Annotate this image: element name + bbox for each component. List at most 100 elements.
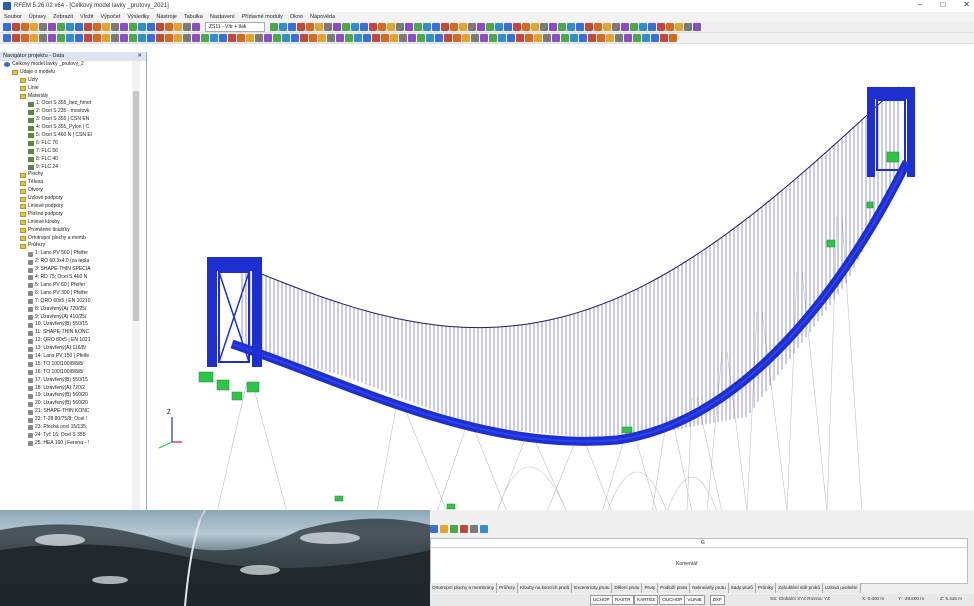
toolbar-tool-icon[interactable] bbox=[552, 34, 560, 42]
toolbar-tool-icon[interactable] bbox=[273, 34, 281, 42]
tree-item[interactable]: 8: Uzavřený(A) 720/25/ bbox=[0, 306, 146, 314]
toolbar-tool-icon[interactable] bbox=[48, 34, 56, 42]
toolbar-tool-icon[interactable] bbox=[426, 34, 434, 42]
toolbar-tool-icon[interactable] bbox=[603, 23, 611, 31]
toolbar-tool-icon[interactable] bbox=[570, 34, 578, 42]
toolbar-tool-icon[interactable] bbox=[423, 23, 431, 31]
toolbar-tool-icon[interactable] bbox=[219, 34, 227, 42]
toolbar-tool-icon[interactable] bbox=[576, 23, 584, 31]
menu-item-10[interactable]: Okno bbox=[289, 14, 304, 20]
toolbar-tool-icon[interactable] bbox=[480, 34, 488, 42]
load-case-combo[interactable]: ZS11 - Vítr + tlak bbox=[205, 22, 265, 32]
tree-item[interactable]: 9: Uzavřený(A) 410/25/ bbox=[0, 314, 146, 322]
toolbar-tool-icon[interactable] bbox=[558, 23, 566, 31]
menu-item-5[interactable]: Výsledky bbox=[127, 14, 150, 20]
toolbar-tool-icon[interactable] bbox=[237, 34, 245, 42]
toolbar-tool-icon[interactable] bbox=[66, 34, 74, 42]
menu-item-0[interactable]: Soubor bbox=[4, 14, 22, 20]
toolbar-tool-icon[interactable] bbox=[363, 34, 371, 42]
table-tab[interactable]: Sady prutů bbox=[728, 583, 756, 593]
tree-item[interactable]: 22: T-28 80/75/8; Ocel ! bbox=[0, 416, 146, 424]
toolbar-tool-icon[interactable] bbox=[30, 23, 38, 31]
toolbar-tool-icon[interactable] bbox=[666, 23, 674, 31]
toolbar-tool-icon[interactable] bbox=[588, 34, 596, 42]
toolbar-tool-icon[interactable] bbox=[318, 34, 326, 42]
toolbar-tool-icon[interactable] bbox=[522, 23, 530, 31]
status-toggle-rastr[interactable]: RASTR bbox=[612, 595, 634, 605]
toolbar-tool-icon[interactable] bbox=[498, 34, 506, 42]
toolbar-tool-icon[interactable] bbox=[648, 23, 656, 31]
toolbar-tool-icon[interactable] bbox=[504, 23, 512, 31]
toolbar-tool-icon[interactable] bbox=[516, 34, 524, 42]
toolbar-tool-icon[interactable] bbox=[129, 23, 137, 31]
toolbar-tool-icon[interactable] bbox=[525, 34, 533, 42]
toolbar-tool-icon[interactable] bbox=[315, 23, 323, 31]
toolbar-tool-icon[interactable] bbox=[621, 23, 629, 31]
tree-item[interactable]: 2: RO 60.3x4.0 (za tepla bbox=[0, 258, 146, 266]
toolbar-tool-icon[interactable] bbox=[147, 23, 155, 31]
toolbar-tool-icon[interactable] bbox=[615, 34, 623, 42]
toolbar-tool-icon[interactable] bbox=[84, 34, 92, 42]
toolbar-tool-icon[interactable] bbox=[39, 34, 47, 42]
toolbar-tool-icon[interactable] bbox=[417, 34, 425, 42]
toolbar-tool-icon[interactable] bbox=[459, 23, 467, 31]
tree-item[interactable]: 14: Lano PV 150 | Pfeife bbox=[0, 353, 146, 361]
toolbar-tool-icon[interactable] bbox=[228, 34, 236, 42]
toolbar-tool-icon[interactable] bbox=[693, 23, 701, 31]
toolbar-tool-icon[interactable] bbox=[102, 34, 110, 42]
toolbar-tool-icon[interactable] bbox=[594, 23, 602, 31]
table-tab[interactable]: Nelineárity prutu bbox=[690, 583, 729, 593]
toolbar-tool-icon[interactable] bbox=[39, 23, 47, 31]
toolbar-tool-icon[interactable] bbox=[531, 23, 539, 31]
menu-item-9[interactable]: Přídavné moduly bbox=[241, 14, 283, 20]
tree-item[interactable]: 3: Ocel S 355 | ČSN EN bbox=[0, 116, 146, 124]
table-tool-icon[interactable] bbox=[450, 525, 458, 533]
menu-item-2[interactable]: Zobrazit bbox=[53, 14, 74, 20]
tree-item[interactable]: Liniové podpory bbox=[0, 203, 146, 211]
menu-item-11[interactable]: Nápověda bbox=[310, 14, 336, 20]
toolbar-tool-icon[interactable] bbox=[270, 23, 278, 31]
toolbar-tool-icon[interactable] bbox=[336, 34, 344, 42]
toolbar-tool-icon[interactable] bbox=[111, 34, 119, 42]
table-tab[interactable]: Průniky bbox=[755, 583, 777, 593]
close-button[interactable]: ✕ bbox=[963, 0, 970, 9]
tree-item[interactable]: 16: TO 100/100/8/8/8/ bbox=[0, 369, 146, 377]
toolbar-tool-icon[interactable] bbox=[12, 23, 20, 31]
tree-item[interactable]: 5: Ocel S 460 N | ČSN El bbox=[0, 132, 146, 140]
toolbar-tool-icon[interactable] bbox=[324, 23, 332, 31]
tree-item[interactable]: Tělesa bbox=[0, 179, 146, 187]
toolbar-tool-icon[interactable] bbox=[606, 34, 614, 42]
toolbar-tool-icon[interactable] bbox=[495, 23, 503, 31]
toolbar-tool-icon[interactable] bbox=[360, 23, 368, 31]
toolbar-tool-icon[interactable] bbox=[165, 23, 173, 31]
toolbar-tool-icon[interactable] bbox=[282, 34, 290, 42]
toolbar-tool-icon[interactable] bbox=[507, 34, 515, 42]
toolbar-tool-icon[interactable] bbox=[57, 23, 65, 31]
toolbar-tool-icon[interactable] bbox=[351, 23, 359, 31]
toolbar-tool-icon[interactable] bbox=[657, 23, 665, 31]
toolbar-tool-icon[interactable] bbox=[3, 23, 11, 31]
toolbar-tool-icon[interactable] bbox=[210, 34, 218, 42]
toolbar-tool-icon[interactable] bbox=[138, 23, 146, 31]
toolbar-tool-icon[interactable] bbox=[396, 23, 404, 31]
toolbar-tool-icon[interactable] bbox=[408, 34, 416, 42]
toolbar-tool-icon[interactable] bbox=[48, 23, 56, 31]
toolbar-tool-icon[interactable] bbox=[597, 34, 605, 42]
tree-item[interactable]: 25: HEA 160 | Ferona - ! bbox=[0, 440, 146, 448]
toolbar-tool-icon[interactable] bbox=[75, 23, 83, 31]
toolbar-tool-icon[interactable] bbox=[333, 23, 341, 31]
tree-item[interactable]: Ortotropní plochy a memb bbox=[0, 235, 146, 243]
toolbar-tool-icon[interactable] bbox=[345, 34, 353, 42]
toolbar-tool-icon[interactable] bbox=[675, 23, 683, 31]
toolbar-tool-icon[interactable] bbox=[567, 23, 575, 31]
table-tool-icon[interactable] bbox=[480, 525, 488, 533]
toolbar-tool-icon[interactable] bbox=[444, 34, 452, 42]
tree-item[interactable]: 12: QRO 80x5 | EN 1021 bbox=[0, 337, 146, 345]
status-toggle-kartéz[interactable]: KARTÉZ bbox=[634, 595, 659, 605]
status-toggle-ouchop[interactable]: OUCHOP bbox=[659, 595, 686, 605]
table-tab[interactable]: Pruty bbox=[642, 583, 659, 593]
toolbar-tool-icon[interactable] bbox=[264, 34, 272, 42]
toolbar-tool-icon[interactable] bbox=[183, 23, 191, 31]
toolbar-tool-icon[interactable] bbox=[288, 23, 296, 31]
tree-item[interactable]: 7: QRO 60x5 | EN 10210 bbox=[0, 298, 146, 306]
